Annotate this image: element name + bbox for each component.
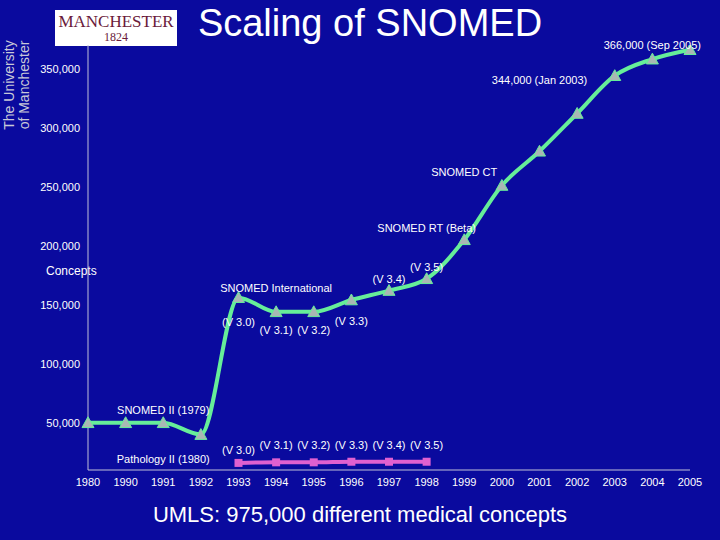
svg-text:1993: 1993 bbox=[226, 476, 250, 488]
svg-text:(V 3.1): (V 3.1) bbox=[260, 439, 293, 451]
svg-text:(V 3.0): (V 3.0) bbox=[222, 444, 255, 456]
html-text:of Manchester: of Manchester bbox=[16, 40, 32, 130]
svg-text:SNOMED II (1979): SNOMED II (1979) bbox=[117, 404, 209, 416]
html-text:Scaling of SNOMED: Scaling of SNOMED bbox=[197, 2, 543, 44]
svg-text:2002: 2002 bbox=[565, 476, 589, 488]
svg-text:344,000 (Jan 2003): 344,000 (Jan 2003) bbox=[492, 74, 587, 86]
svg-text:1995: 1995 bbox=[302, 476, 326, 488]
svg-text:50,000: 50,000 bbox=[46, 417, 80, 429]
html-text:The University: The University bbox=[1, 40, 17, 130]
svg-text:2004: 2004 bbox=[640, 476, 664, 488]
svg-text:SNOMED RT (Beta): SNOMED RT (Beta) bbox=[377, 222, 476, 234]
svg-text:350,000: 350,000 bbox=[40, 63, 80, 75]
svg-text:1990: 1990 bbox=[113, 476, 137, 488]
svg-text:2005: 2005 bbox=[678, 476, 702, 488]
html-text:MANCHESTER: MANCHESTER bbox=[58, 12, 174, 31]
svg-text:1992: 1992 bbox=[189, 476, 213, 488]
svg-text:200,000: 200,000 bbox=[40, 240, 80, 252]
svg-text:2001: 2001 bbox=[527, 476, 551, 488]
svg-text:300,000: 300,000 bbox=[40, 122, 80, 134]
svg-text:2003: 2003 bbox=[603, 476, 627, 488]
svg-text:1998: 1998 bbox=[414, 476, 438, 488]
svg-text:(V 3.4): (V 3.4) bbox=[372, 273, 405, 285]
svg-text:250,000: 250,000 bbox=[40, 181, 80, 193]
svg-text:(V 3.1): (V 3.1) bbox=[260, 324, 293, 336]
svg-text:1994: 1994 bbox=[264, 476, 288, 488]
svg-text:(V 3.0): (V 3.0) bbox=[222, 316, 255, 328]
svg-text:1997: 1997 bbox=[377, 476, 401, 488]
svg-text:SNOMED International: SNOMED International bbox=[220, 282, 332, 294]
svg-text:1999: 1999 bbox=[452, 476, 476, 488]
svg-text:1991: 1991 bbox=[151, 476, 175, 488]
html-text:Concepts: Concepts bbox=[46, 264, 97, 278]
svg-text:150,000: 150,000 bbox=[40, 299, 80, 311]
svg-text:366,000 (Sep 2005): 366,000 (Sep 2005) bbox=[604, 39, 701, 51]
svg-text:(V 3.2): (V 3.2) bbox=[297, 324, 330, 336]
html-text:1824: 1824 bbox=[104, 30, 128, 44]
svg-text:Pathology II (1980): Pathology II (1980) bbox=[117, 453, 210, 465]
svg-text:SNOMED CT: SNOMED CT bbox=[431, 166, 497, 178]
svg-text:(V 3.4): (V 3.4) bbox=[372, 439, 405, 451]
svg-text:(V 3.2): (V 3.2) bbox=[297, 439, 330, 451]
svg-text:2000: 2000 bbox=[490, 476, 514, 488]
svg-text:(V 3.5): (V 3.5) bbox=[410, 439, 443, 451]
svg-text:(V 3.3): (V 3.3) bbox=[335, 439, 368, 451]
html-text:UMLS: 975,000 different medica: UMLS: 975,000 different medical concepts bbox=[152, 502, 568, 527]
svg-text:1980: 1980 bbox=[76, 476, 100, 488]
svg-text:1996: 1996 bbox=[339, 476, 363, 488]
svg-text:100,000: 100,000 bbox=[40, 358, 80, 370]
svg-text:(V 3.5): (V 3.5) bbox=[410, 261, 443, 273]
svg-text:(V 3.3): (V 3.3) bbox=[335, 315, 368, 327]
